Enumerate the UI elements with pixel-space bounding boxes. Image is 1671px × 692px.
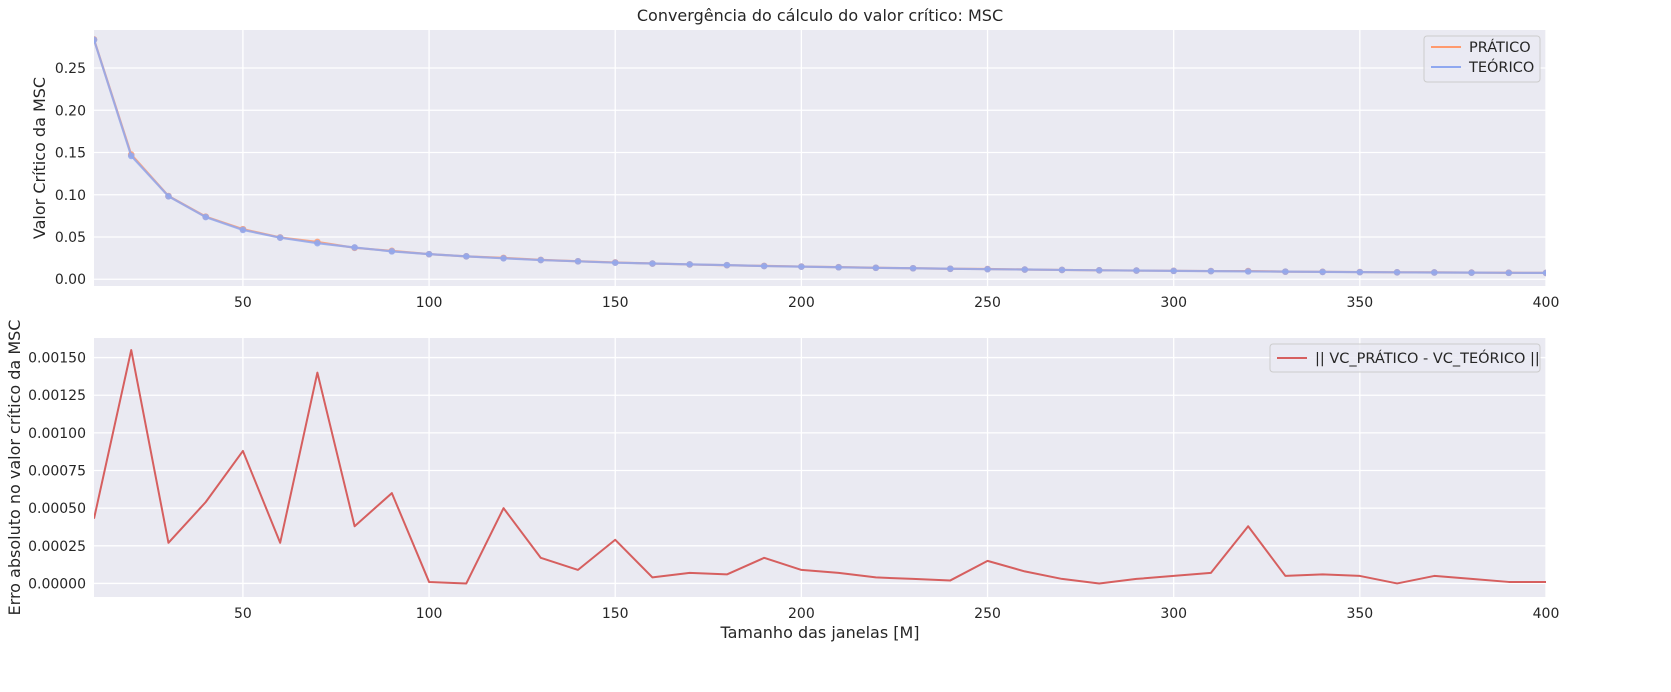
y-tick-label: 0.25 xyxy=(55,61,86,77)
data-point xyxy=(94,36,98,44)
plot-background xyxy=(94,338,1546,597)
data-point xyxy=(835,263,842,271)
x-tick-label: 400 xyxy=(1533,295,1560,311)
data-point xyxy=(984,265,991,273)
data-point xyxy=(872,264,880,272)
legend-label-error: || VC_PRÁTICO - VC_TEÓRICO || xyxy=(1315,349,1540,367)
y-tick-label: 0.00000 xyxy=(28,576,86,592)
y-tick-label: 0.10 xyxy=(55,188,86,204)
legend: || VC_PRÁTICO - VC_TEÓRICO || xyxy=(1269,343,1541,373)
legend-label-pratico: PRÁTICO xyxy=(1469,39,1531,56)
x-tick-label: 50 xyxy=(234,606,252,622)
x-tick-label: 350 xyxy=(1346,606,1373,622)
y-tick-label: 0.00025 xyxy=(28,539,86,555)
data-point xyxy=(649,260,656,267)
data-point xyxy=(127,152,135,160)
y-tick-label: 0.00150 xyxy=(28,351,86,367)
series-group xyxy=(94,36,1546,277)
y-tick-label: 0.00100 xyxy=(28,426,86,442)
msc-critical-value-chart: 50 100 150 200 250 300 350 400 0.00 0.05 0.10 0.15… xyxy=(30,6,1559,311)
data-point xyxy=(165,192,172,200)
y-tick-labels: 0.00000 0.00025 0.00050 0.00075 0.00100 0.001… xyxy=(28,351,86,593)
data-point xyxy=(611,259,619,266)
x-tick-label: 300 xyxy=(1160,606,1187,622)
y-tick-label: 0.00075 xyxy=(28,464,86,480)
data-point xyxy=(1356,268,1364,276)
chart-title: Convergência do cálculo do valor crítico… xyxy=(637,6,1003,25)
data-point xyxy=(314,239,321,247)
y-tick-label: 0.00125 xyxy=(28,388,86,404)
data-point xyxy=(1095,266,1103,274)
data-point xyxy=(239,226,247,234)
data-point xyxy=(1282,268,1289,275)
data-point xyxy=(1431,269,1438,276)
data-point xyxy=(947,265,954,273)
legend-label-teorico: TEÓRICO xyxy=(1468,58,1534,76)
x-tick-label: 250 xyxy=(974,295,1001,311)
series-line xyxy=(94,39,1546,274)
grid xyxy=(94,30,1547,286)
x-tick-label: 100 xyxy=(416,295,443,311)
y-axis-label: Erro absoluto no valor crítico da MSC xyxy=(5,320,24,616)
data-point xyxy=(425,250,433,258)
series-group xyxy=(94,349,1546,585)
data-point xyxy=(760,262,768,270)
data-point xyxy=(1468,269,1475,276)
y-tick-label: 0.05 xyxy=(55,230,86,246)
data-point xyxy=(388,248,396,255)
x-tick-label: 200 xyxy=(788,606,815,622)
data-point xyxy=(798,263,805,270)
x-tick-label: 100 xyxy=(416,606,443,622)
x-tick-label: 250 xyxy=(974,606,1001,622)
data-point xyxy=(276,234,284,241)
x-tick-labels: 50 100 150 200 250 300 350 400 xyxy=(234,606,1559,622)
data-point xyxy=(500,254,507,262)
data-point xyxy=(686,261,693,268)
x-tick-label: 400 xyxy=(1533,606,1560,622)
data-point xyxy=(463,253,470,260)
data-point xyxy=(537,256,545,264)
data-point xyxy=(351,244,358,251)
data-point xyxy=(1133,267,1140,274)
data-point xyxy=(723,261,731,269)
series-line xyxy=(94,349,1546,585)
data-point xyxy=(202,213,209,221)
data-point xyxy=(1319,268,1326,276)
x-tick-label: 200 xyxy=(788,295,815,311)
legend-box xyxy=(1269,343,1541,373)
y-tick-label: 0.00050 xyxy=(28,501,86,517)
data-point xyxy=(1170,267,1177,275)
plot-background xyxy=(94,30,1546,286)
x-tick-label: 150 xyxy=(602,295,629,311)
data-point xyxy=(1542,269,1546,277)
data-point xyxy=(1505,269,1513,277)
x-axis-label: Tamanho das janelas [M] xyxy=(719,623,919,642)
data-point xyxy=(1244,268,1252,275)
x-tick-label: 150 xyxy=(602,606,629,622)
y-tick-label: 0.00 xyxy=(55,272,86,288)
x-tick-label: 350 xyxy=(1346,295,1373,311)
data-point xyxy=(1207,267,1215,275)
legend: PRÁTICO TEÓRICO xyxy=(1423,35,1541,83)
x-tick-label: 300 xyxy=(1160,295,1187,311)
data-point xyxy=(574,258,582,265)
data-point xyxy=(1058,266,1066,274)
data-point xyxy=(909,264,917,272)
y-tick-label: 0.15 xyxy=(55,146,86,162)
y-tick-label: 0.20 xyxy=(55,103,86,119)
grid xyxy=(94,338,1547,597)
data-point xyxy=(1021,266,1029,273)
y-axis-label: Valor Crítico da MSC xyxy=(30,77,49,239)
y-tick-labels: 0.00 0.05 0.10 0.15 0.20 0.25 xyxy=(55,61,86,288)
x-tick-label: 50 xyxy=(234,295,252,311)
data-point xyxy=(1393,269,1401,276)
msc-absolute-error-chart: 50 100 150 200 250 300 350 400 0.000000.000250.… xyxy=(5,320,1559,642)
x-tick-labels: 50 100 150 200 250 300 350 400 xyxy=(234,295,1559,311)
